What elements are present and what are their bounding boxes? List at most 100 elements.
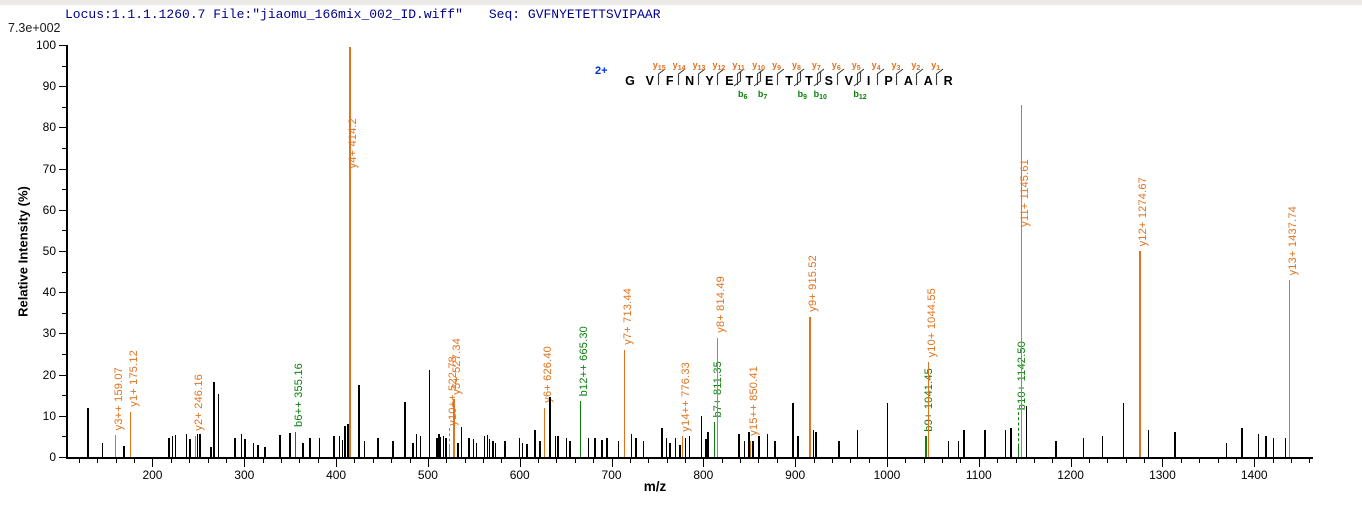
window-edge-strip: [0, 0, 1362, 5]
x-tick-minor: [574, 459, 576, 463]
peak-unassigned: [240, 434, 243, 457]
peak-unassigned: [341, 439, 344, 457]
x-tick-minor: [758, 459, 760, 463]
peak-unassigned: [1265, 436, 1267, 457]
x-axis-line: [66, 457, 1313, 459]
x-tick-major: [703, 459, 705, 467]
peak-unassigned: [244, 439, 246, 457]
y-ion-label-y2: y2: [911, 60, 921, 72]
x-tick-minor: [409, 459, 411, 463]
x-tick-major: [1254, 459, 1256, 467]
x-tick-minor: [721, 459, 723, 463]
residue-letter: R: [943, 74, 953, 88]
y-ion-bracket-icon: [795, 68, 805, 90]
x-tick-minor: [134, 459, 136, 463]
peak-unassigned: [475, 442, 478, 457]
residue-letter: T: [805, 74, 813, 88]
y-ion-label-y8: y8: [792, 60, 801, 72]
y-tick-label: 60: [42, 202, 56, 217]
peak-unassigned: [526, 443, 528, 457]
y-tick-label: 30: [42, 326, 56, 341]
y-tick-major: [59, 209, 66, 211]
x-tick-label: 600: [509, 468, 530, 482]
x-tick-minor: [868, 459, 870, 463]
peptide-sequence-text: GVFNYETETTSVIPAAR: [527, 7, 661, 22]
x-tick-minor: [464, 459, 466, 463]
y-ion-bracket-icon: [735, 68, 745, 90]
peak-y15++: [749, 440, 752, 457]
peak-b6++: [294, 432, 297, 457]
peak-unassigned: [792, 403, 794, 457]
x-tick-label: 200: [142, 468, 163, 482]
header-line: Locus:1.1.1.1260.7 File:"jiaomu_166mix_0…: [65, 7, 661, 22]
peak-unassigned: [419, 436, 422, 457]
y-tick-label: 0: [49, 450, 56, 464]
peak-unassigned: [661, 428, 663, 457]
y-ion-label-y10: y10: [752, 60, 766, 72]
peak-unassigned: [957, 440, 960, 457]
peak-unassigned: [700, 415, 703, 457]
peak-unassigned: [472, 439, 475, 457]
peak-b7+: [713, 421, 716, 457]
peak-label-y1+: y1+ 175.12: [127, 350, 140, 407]
peak-unassigned: [1241, 428, 1243, 457]
peak-unassigned: [766, 434, 769, 457]
peak-unassigned: [377, 438, 379, 457]
peak-y3++: [114, 434, 117, 457]
peak-unassigned: [758, 436, 760, 457]
x-tick-minor: [97, 459, 99, 463]
x-tick-major: [519, 459, 521, 467]
peak-label-b12++: b12++ 665.30: [577, 326, 590, 397]
residue-letter: T: [785, 74, 793, 88]
peak-label-y5+: y5+ 527.34: [451, 337, 463, 395]
x-tick-minor: [997, 459, 999, 463]
x-tick-major: [611, 459, 613, 467]
x-tick-minor: [446, 459, 448, 463]
peak-unassigned: [674, 438, 677, 457]
x-tick-minor: [850, 459, 852, 463]
peak-unassigned: [333, 435, 335, 457]
b-ion-bracket-icon: [793, 72, 803, 92]
peak-label-y14++: y14++ 776.33: [679, 361, 692, 432]
peak-unassigned: [234, 438, 236, 457]
peak-unassigned: [460, 426, 463, 457]
x-tick-minor: [1235, 459, 1237, 463]
y-ion-bracket-icon: [914, 68, 924, 90]
x-tick-label: 800: [693, 468, 714, 482]
peak-unassigned: [302, 442, 304, 457]
y-ion-label-y6: y6: [831, 60, 841, 72]
peak-y8+: [716, 337, 719, 457]
x-tick-minor: [189, 459, 191, 463]
peak-y4+: [349, 47, 351, 457]
x-tick-major: [978, 459, 980, 467]
y-ion-label-y9: y9: [772, 60, 782, 72]
y-axis-line: [66, 45, 68, 457]
residue-letter: E: [725, 74, 734, 88]
x-tick-major: [795, 459, 797, 467]
y-ion-label-y1: y1: [931, 60, 941, 72]
peak-label-y12+: y12+ 1274.67: [1137, 176, 1150, 247]
peak-label-y4+: y4+ 414.2: [347, 118, 360, 169]
x-tick-minor: [1107, 459, 1109, 463]
max-intensity-label: 7.3e+002: [8, 21, 61, 35]
residue-letter: N: [685, 74, 695, 88]
y-ion-bracket-icon: [875, 68, 885, 90]
peak-unassigned: [174, 435, 176, 457]
locus-file-text: Locus:1.1.1.1260.7 File:"jiaomu_166mix_0…: [65, 7, 463, 22]
spectrum-plot-area[interactable]: y3++ 159.07 y1+ 175.12 y2+ 246.16 b6++ 355.…: [68, 45, 1313, 457]
peak-unassigned: [185, 434, 188, 457]
peak-unassigned: [557, 436, 559, 457]
x-tick-major: [152, 459, 154, 467]
peak-unassigned: [812, 430, 815, 457]
peak-unassigned: [1225, 442, 1228, 457]
peak-unassigned: [665, 438, 668, 457]
residue-letter: S: [824, 74, 834, 88]
peak-unassigned: [554, 436, 557, 457]
y-tick-major: [59, 457, 66, 458]
b-ion-bracket-icon: [733, 72, 743, 92]
x-tick-minor: [372, 459, 374, 463]
y-tick-minor: [62, 230, 66, 232]
